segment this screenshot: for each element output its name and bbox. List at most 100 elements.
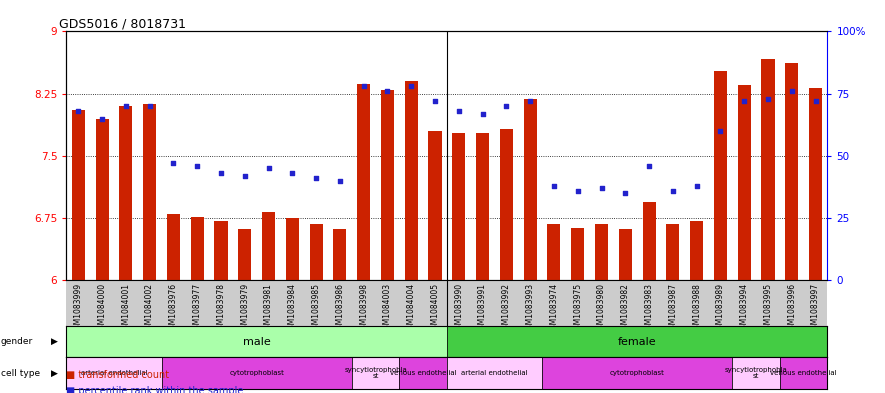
Bar: [548, 224, 560, 281]
Text: GSM1083998: GSM1083998: [359, 283, 368, 334]
Bar: [643, 202, 656, 281]
Bar: [404, 81, 418, 281]
Point: [499, 103, 513, 109]
Point: [689, 183, 704, 189]
Text: GSM1083977: GSM1083977: [193, 283, 202, 334]
Point: [333, 178, 347, 184]
Bar: [447, 326, 827, 357]
Point: [166, 160, 181, 167]
Bar: [96, 119, 109, 281]
Text: GSM1083996: GSM1083996: [788, 283, 796, 334]
Point: [309, 175, 323, 182]
Text: arterial endothelial: arterial endothelial: [461, 370, 527, 376]
Text: GSM1083989: GSM1083989: [716, 283, 725, 334]
Text: GSM1083993: GSM1083993: [526, 283, 535, 334]
Text: GSM1084004: GSM1084004: [407, 283, 416, 334]
Bar: [714, 71, 727, 281]
Text: GSM1084003: GSM1084003: [383, 283, 392, 334]
Point: [404, 83, 419, 89]
Bar: [733, 357, 780, 389]
Point: [119, 103, 133, 109]
Point: [238, 173, 252, 179]
Bar: [447, 357, 543, 389]
Bar: [310, 224, 323, 281]
Text: ▶: ▶: [51, 337, 58, 346]
Point: [381, 88, 395, 94]
Bar: [167, 214, 180, 281]
Bar: [358, 84, 370, 281]
Bar: [72, 110, 85, 281]
Text: GSM1083986: GSM1083986: [335, 283, 344, 334]
Text: ■ percentile rank within the sample: ■ percentile rank within the sample: [66, 386, 243, 393]
Bar: [809, 88, 822, 281]
Bar: [738, 85, 750, 281]
Text: GSM1083988: GSM1083988: [692, 283, 701, 334]
Text: cytotrophoblast: cytotrophoblast: [610, 370, 665, 376]
Bar: [262, 212, 275, 281]
Text: GSM1083997: GSM1083997: [811, 283, 820, 334]
Point: [547, 183, 561, 189]
Bar: [286, 218, 299, 281]
Point: [214, 170, 228, 176]
Bar: [542, 357, 733, 389]
Text: GSM1083978: GSM1083978: [217, 283, 226, 334]
Text: GSM1083990: GSM1083990: [454, 283, 464, 334]
Text: cytotrophoblast: cytotrophoblast: [229, 370, 284, 376]
Point: [642, 163, 656, 169]
Bar: [238, 229, 251, 281]
Text: GSM1083975: GSM1083975: [573, 283, 582, 334]
Text: GSM1084000: GSM1084000: [97, 283, 106, 334]
Bar: [381, 90, 394, 281]
Text: GSM1084005: GSM1084005: [430, 283, 440, 334]
Point: [595, 185, 609, 191]
Text: GDS5016 / 8018731: GDS5016 / 8018731: [58, 17, 186, 30]
Point: [190, 163, 204, 169]
Text: GSM1084001: GSM1084001: [121, 283, 130, 334]
Bar: [119, 106, 133, 281]
Point: [357, 83, 371, 89]
Text: syncytiotrophobla
st: syncytiotrophobla st: [344, 367, 407, 380]
Bar: [66, 326, 447, 357]
Text: GSM1083980: GSM1083980: [597, 283, 606, 334]
Text: GSM1083995: GSM1083995: [764, 283, 773, 334]
Bar: [666, 224, 680, 281]
Point: [95, 116, 109, 122]
Text: arterial endothelial: arterial endothelial: [81, 370, 147, 376]
Text: ▶: ▶: [51, 369, 58, 378]
Point: [571, 187, 585, 194]
Bar: [619, 229, 632, 281]
Point: [523, 98, 537, 104]
Text: GSM1083994: GSM1083994: [740, 283, 749, 334]
Bar: [571, 228, 584, 281]
Text: GSM1083987: GSM1083987: [668, 283, 677, 334]
Bar: [214, 220, 227, 281]
Text: ■ transformed count: ■ transformed count: [66, 370, 170, 380]
Point: [475, 110, 489, 117]
Point: [451, 108, 466, 114]
Bar: [524, 99, 536, 281]
Bar: [428, 131, 442, 281]
Text: GSM1083999: GSM1083999: [73, 283, 83, 334]
Bar: [399, 357, 447, 389]
Point: [142, 103, 157, 109]
Text: GSM1083992: GSM1083992: [502, 283, 511, 334]
Point: [761, 95, 775, 102]
Text: GSM1083976: GSM1083976: [169, 283, 178, 334]
Bar: [190, 217, 204, 281]
Text: cell type: cell type: [1, 369, 40, 378]
Bar: [352, 357, 399, 389]
Bar: [595, 224, 608, 281]
Point: [285, 170, 299, 176]
Text: GSM1083982: GSM1083982: [620, 283, 630, 334]
Text: GSM1083984: GSM1083984: [288, 283, 296, 334]
Point: [261, 165, 275, 171]
Text: venous endothelial: venous endothelial: [770, 370, 837, 376]
Text: female: female: [618, 336, 657, 347]
Bar: [785, 63, 798, 281]
Point: [666, 187, 680, 194]
Point: [71, 108, 85, 114]
Text: GSM1083985: GSM1083985: [312, 283, 320, 334]
Point: [428, 98, 442, 104]
Point: [785, 88, 799, 94]
Bar: [334, 229, 346, 281]
